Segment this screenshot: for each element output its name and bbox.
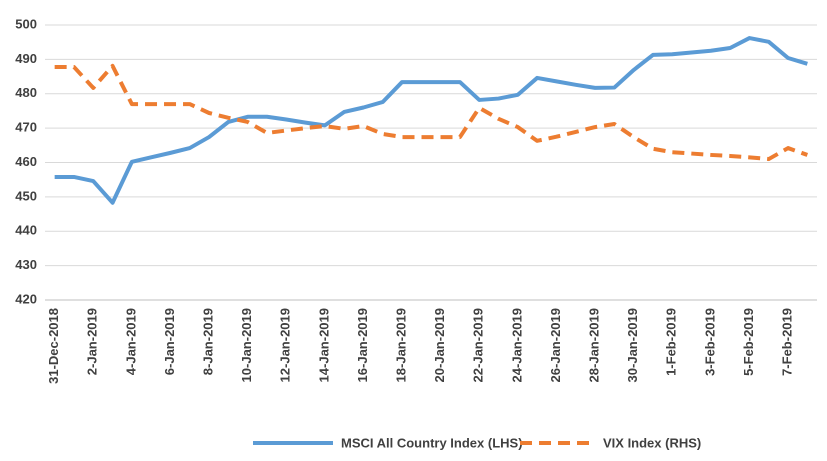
x-tick-label: 30-Jan-2019	[625, 308, 640, 382]
y-tick-label: 490	[15, 51, 37, 66]
y-tick-label: 500	[15, 16, 37, 31]
x-tick-label: 6-Jan-2019	[162, 308, 177, 375]
x-tick-label: 18-Jan-2019	[393, 308, 408, 382]
y-tick-label: 460	[15, 154, 37, 169]
series-line	[54, 63, 809, 162]
x-tick-label: 22-Jan-2019	[471, 308, 486, 382]
x-tick-label: 28-Jan-2019	[586, 308, 601, 382]
y-tick-label: 470	[15, 120, 37, 135]
y-tick-label: 440	[15, 223, 37, 238]
x-tick-label: 5-Feb-2019	[741, 308, 756, 376]
x-tick-label: 31-Dec-2018	[46, 308, 61, 384]
x-tick-label: 7-Feb-2019	[779, 308, 794, 376]
legend-label: VIX Index (RHS)	[603, 435, 701, 450]
series-line	[54, 36, 808, 205]
x-tick-label: 12-Jan-2019	[278, 308, 293, 382]
y-tick-label: 450	[15, 188, 37, 203]
x-tick-label: 14-Jan-2019	[316, 308, 331, 382]
y-tick-label: 420	[15, 291, 37, 306]
x-tick-label: 10-Jan-2019	[239, 308, 254, 382]
x-tick-label: 24-Jan-2019	[509, 308, 524, 382]
legend-label: MSCI All Country Index (LHS)	[341, 435, 523, 450]
y-tick-label: 480	[15, 85, 37, 100]
x-tick-label: 2-Jan-2019	[85, 308, 100, 375]
x-tick-label: 16-Jan-2019	[355, 308, 370, 382]
x-tick-label: 20-Jan-2019	[432, 308, 447, 382]
x-tick-label: 3-Feb-2019	[702, 308, 717, 376]
x-tick-label: 26-Jan-2019	[548, 308, 563, 382]
x-tick-label: 8-Jan-2019	[200, 308, 215, 375]
x-tick-label: 4-Jan-2019	[123, 308, 138, 375]
x-tick-label: 1-Feb-2019	[664, 308, 679, 376]
y-tick-label: 430	[15, 257, 37, 272]
